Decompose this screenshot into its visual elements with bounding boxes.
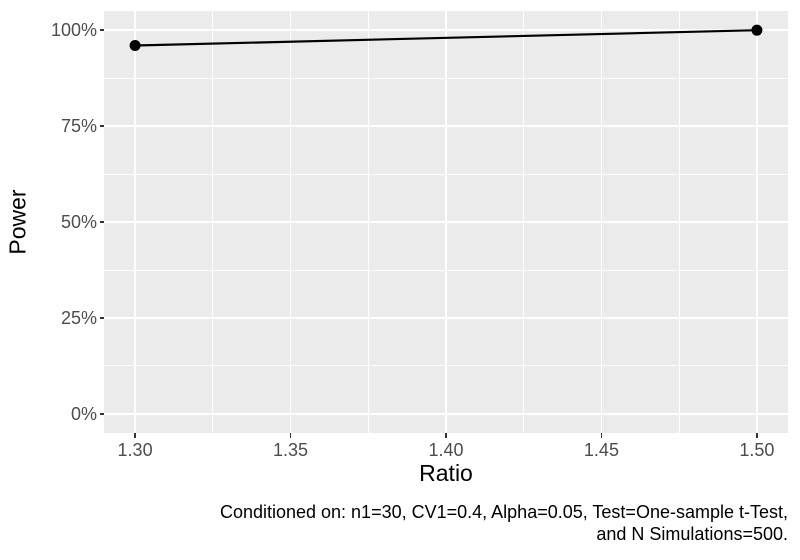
x-axis-tick	[756, 433, 758, 438]
y-axis-tick	[99, 317, 104, 319]
x-tick-label: 1.40	[428, 440, 464, 460]
x-tick-label: 1.35	[273, 440, 309, 460]
y-tick-label: 75%	[60, 116, 97, 137]
y-axis-tick	[99, 125, 104, 127]
data-point	[751, 24, 763, 36]
y-tick-label: 50%	[60, 212, 97, 232]
y-major-gridline	[104, 412, 788, 415]
x-axis-title: Ratio	[419, 460, 473, 486]
y-axis-tick	[99, 29, 104, 32]
y-major-gridline	[104, 29, 788, 32]
series-layer	[129, 24, 763, 52]
y-axis-tick	[99, 412, 104, 415]
y-major-gridline	[104, 221, 788, 223]
power-line	[135, 29, 757, 47]
y-tick-label: 25%	[60, 307, 97, 328]
x-axis-tick	[134, 433, 136, 438]
x-axis-tick	[600, 433, 603, 438]
x-tick-label: 1.50	[739, 440, 775, 460]
caption-line-2: and N Simulations=500.	[596, 524, 788, 544]
y-tick-label: 100%	[50, 20, 97, 41]
x-tick-label: 1.45	[583, 440, 619, 460]
plot-panel	[104, 11, 788, 433]
chart-caption: Conditioned on: n1=30, CV1=0.4, Alpha=0.…	[220, 501, 788, 545]
x-tick-label: 1.30	[117, 440, 153, 460]
data-point	[129, 40, 141, 52]
y-tick-label: 0%	[70, 403, 97, 424]
x-axis-tick	[289, 433, 292, 438]
y-major-gridline	[104, 125, 788, 127]
x-axis-tick	[445, 433, 447, 438]
y-major-gridline	[104, 317, 788, 319]
y-axis-tick	[99, 221, 104, 223]
caption-line-1: Conditioned on: n1=30, CV1=0.4, Alpha=0.…	[219, 502, 788, 522]
